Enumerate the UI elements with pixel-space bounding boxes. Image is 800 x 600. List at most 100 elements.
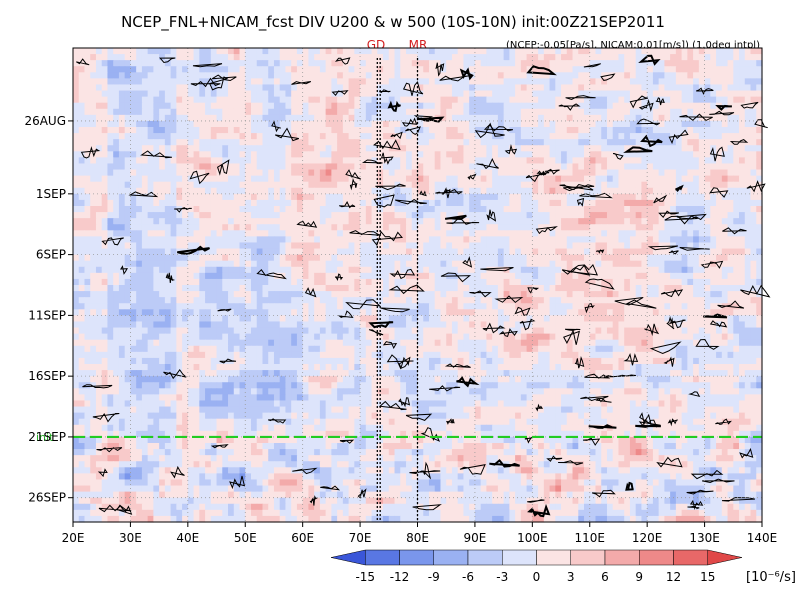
field-cell bbox=[606, 66, 614, 73]
field-cell bbox=[285, 66, 292, 73]
field-cell bbox=[262, 187, 269, 195]
field-cell bbox=[73, 285, 80, 292]
field-cell bbox=[400, 230, 407, 237]
field-cell bbox=[239, 84, 246, 92]
field-cell bbox=[205, 266, 212, 274]
field-cell bbox=[308, 145, 315, 152]
field-cell bbox=[78, 278, 86, 286]
field-cell bbox=[457, 157, 465, 165]
field-cell bbox=[95, 199, 103, 207]
field-cell bbox=[371, 54, 378, 61]
field-cell bbox=[147, 297, 154, 304]
field-cell bbox=[698, 236, 706, 244]
field-cell bbox=[176, 60, 183, 67]
field-cell bbox=[497, 133, 505, 140]
field-cell bbox=[561, 224, 568, 231]
field-cell bbox=[595, 224, 602, 231]
field-cell bbox=[538, 114, 545, 122]
field-cell bbox=[245, 48, 252, 55]
field-cell bbox=[532, 187, 539, 195]
field-cell bbox=[193, 175, 200, 183]
field-cell bbox=[555, 163, 562, 171]
field-cell bbox=[268, 54, 275, 61]
field-cell bbox=[159, 127, 166, 134]
field-cell bbox=[727, 285, 734, 292]
field-cell bbox=[210, 127, 218, 134]
field-cell bbox=[739, 193, 746, 201]
field-cell bbox=[193, 266, 200, 274]
field-cell bbox=[601, 96, 608, 104]
field-cell bbox=[245, 187, 252, 195]
field-cell bbox=[612, 108, 620, 116]
field-cell bbox=[629, 218, 637, 225]
field-cell bbox=[497, 175, 505, 183]
field-cell bbox=[555, 224, 562, 231]
field-cell bbox=[262, 291, 269, 298]
field-cell bbox=[199, 108, 206, 116]
field-cell bbox=[342, 96, 350, 104]
field-cell bbox=[423, 145, 430, 152]
field-cell bbox=[95, 193, 103, 201]
field-cell bbox=[170, 278, 177, 286]
field-cell bbox=[388, 272, 396, 280]
field-cell bbox=[107, 133, 114, 140]
field-cell bbox=[670, 108, 677, 116]
field-cell bbox=[101, 78, 109, 86]
field-cell bbox=[377, 48, 384, 55]
field-cell bbox=[182, 72, 189, 79]
field-cell bbox=[543, 157, 551, 165]
field-cell bbox=[670, 230, 677, 237]
field-cell bbox=[216, 212, 223, 219]
field-cell bbox=[492, 114, 499, 122]
field-cell bbox=[503, 78, 510, 86]
field-cell bbox=[291, 102, 298, 110]
field-cell bbox=[532, 175, 539, 183]
field-cell bbox=[124, 48, 132, 55]
field-cell bbox=[222, 102, 229, 110]
field-cell bbox=[543, 84, 551, 92]
field-cell bbox=[239, 297, 246, 304]
field-cell bbox=[107, 169, 114, 177]
field-cell bbox=[509, 145, 516, 152]
field-cell bbox=[239, 127, 246, 134]
field-cell bbox=[549, 96, 556, 104]
field-cell bbox=[182, 54, 189, 61]
field-cell bbox=[687, 108, 694, 116]
field-cell bbox=[319, 242, 327, 250]
field-cell bbox=[291, 193, 298, 201]
field-cell bbox=[515, 242, 522, 250]
field-cell bbox=[337, 48, 344, 55]
field-cell bbox=[205, 218, 212, 225]
field-cell bbox=[170, 72, 177, 79]
field-cell bbox=[566, 84, 574, 92]
field-cell bbox=[73, 175, 80, 183]
field-cell bbox=[750, 127, 757, 134]
field-cell bbox=[113, 84, 120, 92]
field-cell bbox=[675, 54, 683, 61]
field-cell bbox=[509, 236, 516, 244]
field-cell bbox=[273, 169, 281, 177]
field-cell bbox=[509, 175, 516, 183]
field-cell bbox=[319, 133, 327, 140]
field-cell bbox=[538, 163, 545, 171]
field-cell bbox=[744, 236, 752, 244]
field-cell bbox=[199, 187, 206, 195]
field-cell bbox=[342, 193, 350, 201]
field-cell bbox=[256, 248, 264, 256]
field-cell bbox=[400, 157, 407, 165]
field-cell bbox=[90, 48, 97, 55]
field-cell bbox=[95, 285, 103, 292]
field-cell bbox=[285, 230, 292, 237]
field-cell bbox=[756, 72, 763, 79]
field-cell bbox=[704, 133, 711, 140]
field-cell bbox=[515, 54, 522, 61]
field-cell bbox=[584, 218, 591, 225]
field-cell bbox=[377, 66, 384, 73]
field-cell bbox=[474, 102, 482, 110]
field-cell bbox=[578, 218, 585, 225]
field-cell bbox=[417, 84, 424, 92]
field-cell bbox=[618, 169, 625, 177]
field-cell bbox=[486, 66, 493, 73]
field-cell bbox=[698, 96, 706, 104]
field-cell bbox=[291, 236, 298, 244]
